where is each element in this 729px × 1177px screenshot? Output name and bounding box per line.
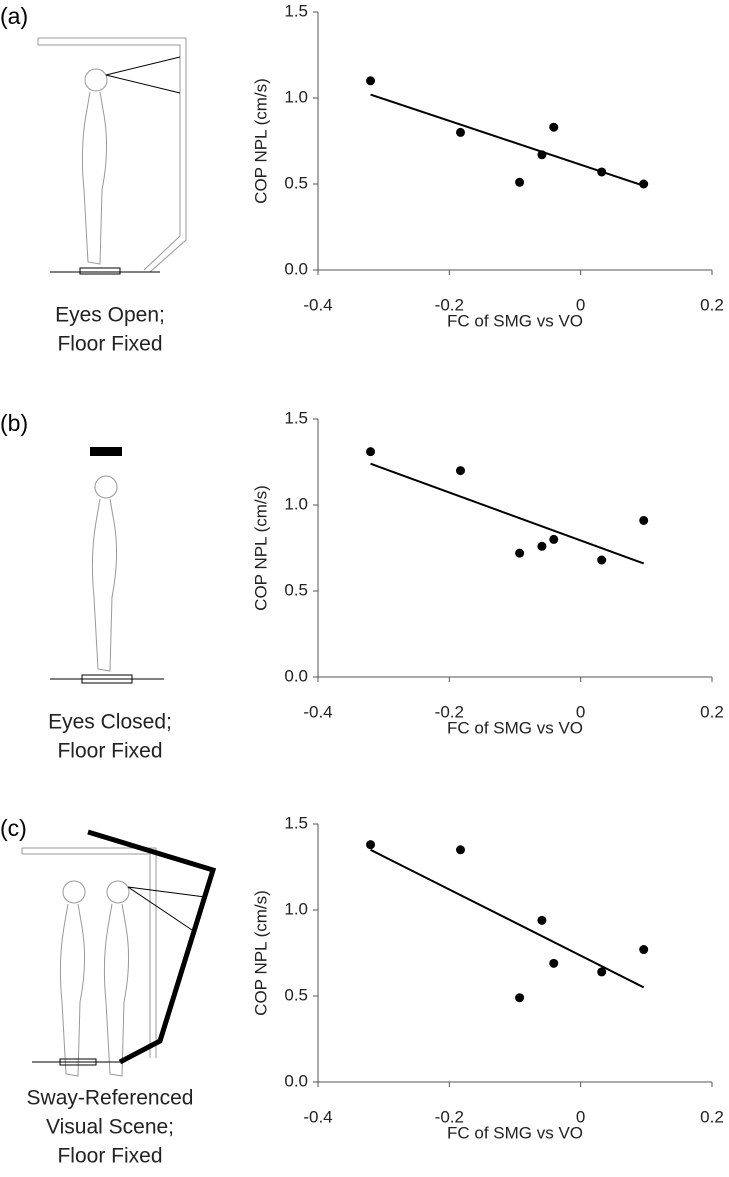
point bbox=[549, 534, 559, 544]
x-tick-label: -0.2 bbox=[435, 702, 464, 721]
frame bbox=[37, 37, 187, 273]
point bbox=[455, 466, 465, 476]
point bbox=[366, 447, 376, 457]
point bbox=[597, 967, 607, 977]
person-head bbox=[62, 880, 86, 904]
point bbox=[515, 993, 525, 1003]
point bbox=[549, 122, 559, 132]
floor bbox=[50, 674, 164, 684]
y-tick-label: 1.0 bbox=[284, 494, 308, 513]
x-tick-label: -0.4 bbox=[303, 295, 332, 314]
point bbox=[549, 958, 559, 968]
point bbox=[366, 76, 376, 86]
y-tick-label: 1.0 bbox=[284, 899, 308, 918]
floor bbox=[50, 267, 160, 275]
illustration bbox=[21, 829, 217, 1077]
y-axis-title: COP NPL (cm/s) bbox=[251, 78, 270, 204]
point bbox=[515, 548, 525, 558]
floor bbox=[32, 1058, 120, 1066]
panel-label: (a) bbox=[0, 3, 28, 29]
x-tick-label: 0.2 bbox=[700, 702, 724, 721]
point bbox=[537, 150, 547, 160]
y-tick-label: 0.0 bbox=[284, 1071, 308, 1090]
caption: Floor Fixed bbox=[57, 333, 162, 356]
illustration bbox=[50, 447, 164, 684]
panel-label: (b) bbox=[0, 410, 28, 436]
x-tick-label: -0.2 bbox=[435, 295, 464, 314]
trendline bbox=[370, 462, 645, 565]
x-tick-label: -0.2 bbox=[435, 1107, 464, 1126]
point bbox=[639, 945, 649, 955]
x-tick-label: 0.2 bbox=[700, 295, 724, 314]
y-axis-title: COP NPL (cm/s) bbox=[251, 890, 270, 1016]
person-head bbox=[84, 68, 108, 92]
person-head bbox=[94, 475, 118, 499]
x-tick-label: 0 bbox=[576, 295, 585, 314]
y-tick-label: 1.5 bbox=[284, 408, 308, 427]
x-tick-label: -0.4 bbox=[303, 702, 332, 721]
x-axis-title: FC of SMG vs VO bbox=[447, 311, 583, 330]
caption: Floor Fixed bbox=[57, 1145, 162, 1168]
x-axis-title: FC of SMG vs VO bbox=[447, 718, 583, 737]
caption: Sway-Referenced bbox=[27, 1087, 194, 1110]
y-axis-title: COP NPL (cm/s) bbox=[251, 485, 270, 611]
x-tick-label: 0 bbox=[576, 1107, 585, 1126]
person-body bbox=[91, 498, 118, 672]
moving-frame bbox=[87, 829, 217, 1065]
y-tick-label: 0.0 bbox=[284, 259, 308, 278]
x-tick-label: 0.2 bbox=[700, 1107, 724, 1126]
point bbox=[455, 127, 465, 137]
y-tick-label: 0.5 bbox=[284, 985, 308, 1004]
caption: Eyes Open; bbox=[55, 304, 165, 327]
blindfold bbox=[90, 447, 122, 456]
y-tick-label: 1.5 bbox=[284, 1, 308, 20]
point bbox=[639, 179, 649, 189]
y-tick-label: 0.5 bbox=[284, 173, 308, 192]
sight-lines bbox=[105, 56, 181, 94]
point bbox=[515, 177, 525, 187]
point bbox=[366, 840, 376, 850]
person-body bbox=[103, 903, 130, 1077]
caption: Floor Fixed bbox=[57, 740, 162, 763]
y-tick-label: 1.0 bbox=[284, 87, 308, 106]
caption: Visual Scene; bbox=[46, 1116, 174, 1139]
x-tick-label: 0 bbox=[576, 702, 585, 721]
frame bbox=[21, 847, 157, 1058]
x-axis-title: FC of SMG vs VO bbox=[447, 1123, 583, 1142]
sight-lines bbox=[127, 886, 206, 933]
person-body bbox=[81, 91, 108, 265]
point bbox=[597, 555, 607, 565]
y-tick-label: 1.5 bbox=[284, 813, 308, 832]
x-tick-label: -0.4 bbox=[303, 1107, 332, 1126]
caption: Eyes Closed; bbox=[48, 711, 172, 734]
trendline bbox=[370, 848, 645, 989]
illustration bbox=[37, 37, 187, 275]
point bbox=[455, 845, 465, 855]
point bbox=[639, 515, 649, 525]
panel-label: (c) bbox=[0, 815, 27, 841]
person-body bbox=[59, 903, 86, 1077]
y-tick-label: 0.5 bbox=[284, 580, 308, 599]
point bbox=[537, 541, 547, 551]
person-head bbox=[106, 880, 130, 904]
point bbox=[537, 915, 547, 925]
point bbox=[597, 167, 607, 177]
y-tick-label: 0.0 bbox=[284, 666, 308, 685]
